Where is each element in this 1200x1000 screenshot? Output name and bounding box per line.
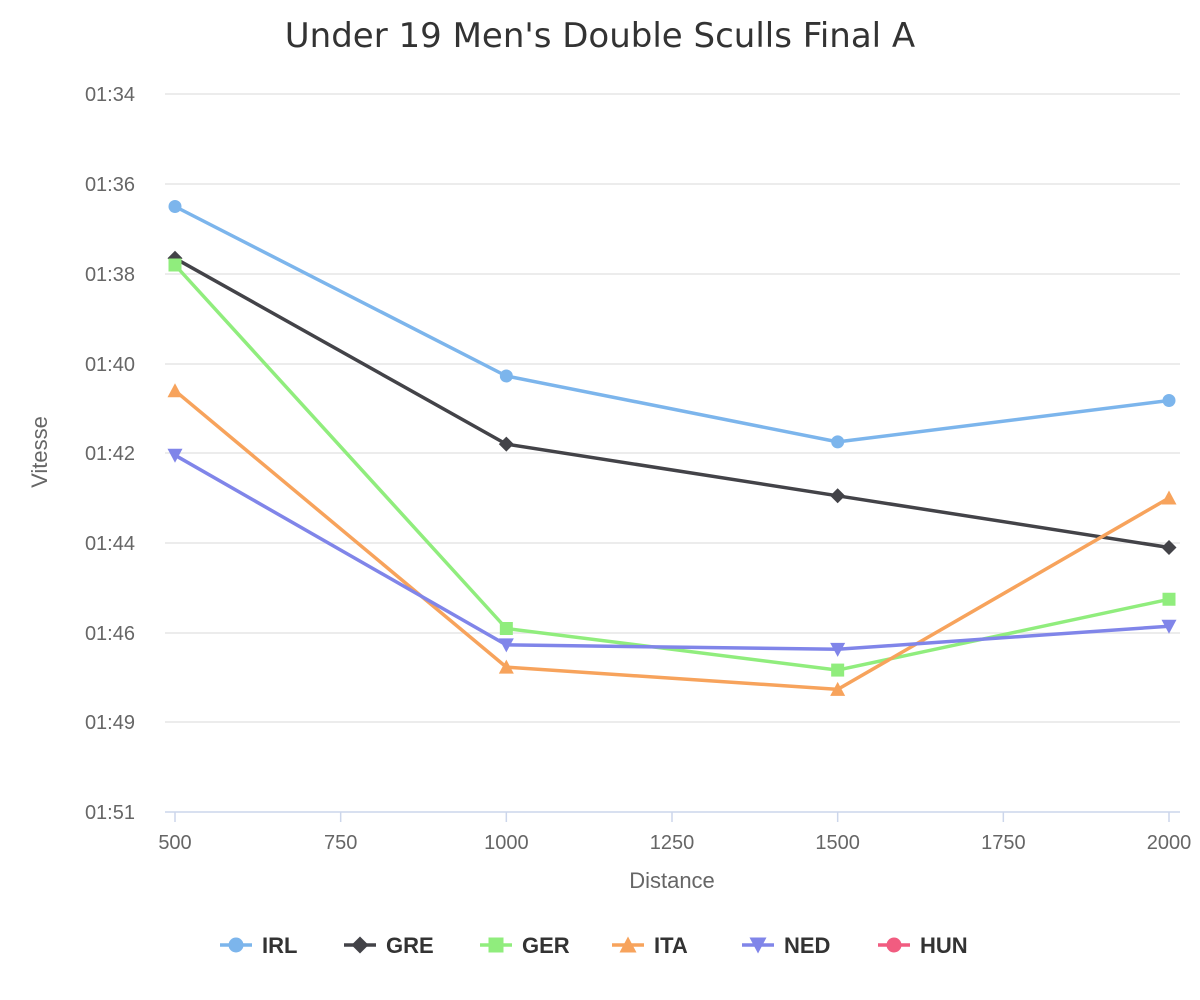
x-axis-title: Distance (629, 868, 715, 893)
x-tick-label: 1750 (981, 832, 1026, 854)
series-line-ger (173, 263, 1171, 672)
data-point-ger[interactable] (168, 258, 182, 272)
legend-marker-ita (619, 936, 637, 953)
y-axis-ticks: 01:34 01:36 01:38 01:40 01:42 01:44 01:46 01:49… (85, 84, 135, 824)
legend-item-gre[interactable]: GRE (344, 933, 434, 958)
series-line-ned (173, 453, 1171, 652)
data-point-ned[interactable] (1161, 619, 1177, 634)
legend-item-irl[interactable]: IRL (220, 933, 297, 958)
series-ger (168, 258, 1176, 677)
legend-item-ned[interactable]: NED (742, 933, 830, 958)
legend-marker-ned (749, 937, 767, 954)
data-point-irl[interactable] (168, 200, 182, 213)
data-point-irl[interactable] (1162, 393, 1176, 407)
y-axis-title: Vitesse (27, 416, 52, 488)
data-point-irl[interactable] (831, 435, 845, 449)
legend-label: IRL (262, 933, 297, 958)
data-point-ned[interactable] (167, 448, 183, 463)
series-ned (167, 448, 1177, 657)
y-tick-label: 01:36 (85, 174, 135, 196)
legend-marker-hun (886, 937, 902, 953)
data-point-ita[interactable] (1161, 490, 1177, 505)
x-tick-label: 1000 (484, 832, 529, 854)
data-point-ned[interactable] (830, 642, 846, 657)
legend-label: NED (784, 933, 830, 958)
data-point-gre[interactable] (498, 436, 514, 452)
legend-marker-ger (488, 937, 504, 953)
series-irl (168, 200, 1176, 449)
series-line-gre (173, 256, 1171, 550)
x-tick-label: 2000 (1147, 832, 1192, 854)
series-layer (167, 200, 1177, 696)
legend-item-ita[interactable]: ITA (612, 933, 688, 958)
data-point-ned[interactable] (498, 638, 514, 653)
series-line-irl (173, 204, 1171, 444)
data-point-ita[interactable] (830, 681, 846, 696)
legend-item-hun[interactable]: HUN (878, 933, 968, 958)
y-tick-label: 01:42 (85, 443, 135, 465)
series-ita (167, 383, 1177, 696)
x-tick-label: 1500 (815, 832, 860, 854)
series-line-ita (173, 388, 1171, 692)
chart-title: Under 19 Men's Double Sculls Final A (285, 16, 915, 56)
data-point-ita[interactable] (167, 383, 183, 398)
y-tick-label: 01:49 (85, 712, 135, 734)
data-point-gre[interactable] (1161, 540, 1177, 555)
y-tick-label: 01:38 (85, 264, 135, 286)
data-point-gre[interactable] (830, 488, 846, 504)
legend-label: ITA (654, 933, 688, 958)
data-point-ger[interactable] (831, 663, 845, 677)
x-tick-label: 500 (158, 832, 191, 854)
legend-marker-gre (351, 936, 369, 954)
data-point-ita[interactable] (498, 659, 514, 674)
legend-item-ger[interactable]: GER (480, 933, 570, 958)
legend-label: HUN (920, 933, 968, 958)
x-axis-ticks: 500 750 1000 1250 1500 1750 2000 (158, 812, 1191, 854)
x-tick-label: 1250 (650, 832, 695, 854)
legend-label: GRE (386, 933, 434, 958)
x-tick-label: 750 (324, 832, 357, 854)
y-tick-label: 01:44 (85, 533, 135, 555)
y-tick-label: 01:51 (85, 802, 135, 824)
data-point-ger[interactable] (499, 622, 513, 635)
y-tick-label: 01:40 (85, 354, 135, 376)
legend-marker-irl (228, 937, 244, 953)
y-tick-label: 01:34 (85, 84, 135, 106)
data-point-irl[interactable] (499, 369, 513, 383)
data-point-ger[interactable] (1162, 592, 1176, 606)
y-tick-label: 01:46 (85, 623, 135, 645)
gridlines (165, 93, 1180, 723)
legend-label: GER (522, 933, 570, 958)
legend: IRL GRE GER ITA NED HUN (220, 933, 968, 958)
